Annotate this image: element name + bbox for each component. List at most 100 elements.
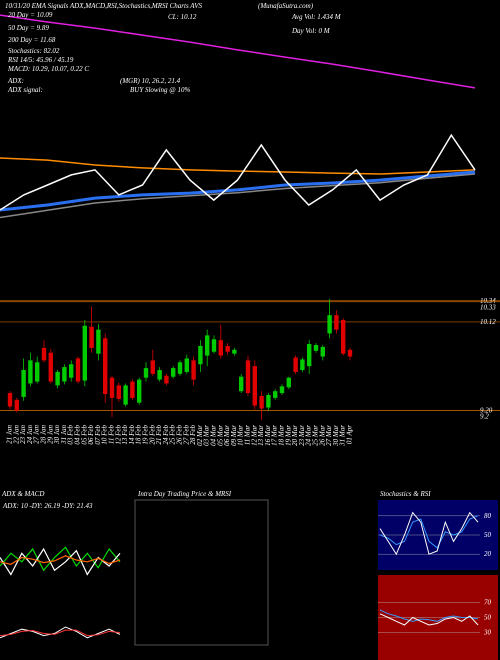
x-tick-label: 05 Feb [80, 425, 88, 445]
x-tick-label: 25 Feb [169, 425, 177, 445]
close: CL: 10.12 [168, 13, 197, 21]
candle-body [293, 357, 298, 372]
y-tick-label: 30 [483, 629, 492, 637]
x-tick-label: 05 Mar [216, 425, 224, 446]
x-tick-label: 30 Jan [53, 425, 61, 445]
y-tick-label: 70 [484, 599, 492, 607]
candle-body [164, 375, 169, 384]
x-tick-label: 19 Mar [284, 425, 292, 446]
ema: 50 Day = 9.89 [8, 24, 49, 32]
x-tick-label: 07 Feb [94, 425, 102, 445]
candle-body [89, 326, 94, 348]
candle-body [69, 364, 74, 378]
candle-body [62, 367, 67, 382]
candle-body [177, 362, 183, 374]
candle-body [198, 345, 203, 365]
x-tick-label: 26 Mar [318, 425, 326, 446]
candle-body [300, 359, 305, 370]
x-tick-label: 17 Mar [271, 425, 279, 446]
ema: 20 Day = 10.09 [8, 11, 53, 19]
candle-body [171, 368, 176, 377]
candle-body [232, 349, 237, 354]
x-tick-label: 27 Jan [33, 425, 41, 444]
y-tick-label: 9.2 [480, 412, 489, 420]
x-tick-label: 06 Feb [87, 425, 95, 445]
candle-body [286, 377, 291, 388]
candle-body [14, 399, 19, 411]
x-tick-label: 18 Mar [278, 425, 286, 446]
candle-body [184, 358, 189, 372]
x-tick-label: 13 Mar [257, 425, 265, 446]
x-tick-label: 21 Jan [6, 425, 14, 444]
panel-title: Stochastics & RSI [380, 490, 431, 498]
x-tick-label: 10 Mar [237, 425, 245, 446]
y-tick-label: 50 [484, 614, 492, 622]
adx-label: ADX: 10 -DY: 26.19 -DY: 21.43 [2, 502, 93, 510]
x-tick-label: 19 Feb [142, 425, 150, 445]
ema: 200 Day = 11.68 [8, 36, 56, 44]
x-tick-label: 23 Mar [298, 425, 306, 446]
avg-vol: Avg Vol: 1.434 M [291, 13, 342, 21]
x-tick-label: 29 Jan [46, 425, 54, 444]
series-line [379, 515, 479, 549]
candle-body [273, 391, 278, 398]
intraday-box [134, 499, 269, 646]
x-tick-label: 13 Feb [121, 425, 129, 445]
candle-body [103, 338, 108, 395]
y-tick-label: 10.33 [480, 304, 496, 312]
adx: ADX: [7, 77, 24, 85]
candle-body [239, 376, 244, 392]
candle-body [347, 349, 353, 357]
x-tick-label: 06 Mar [223, 425, 231, 446]
x-tick-label: 10 Feb [101, 425, 109, 445]
candle-body [137, 379, 142, 403]
candle-body [211, 339, 217, 352]
x-tick-label: 31 Jan [60, 425, 68, 445]
series-line [0, 157, 476, 175]
candle-body [218, 340, 223, 356]
x-tick-label: 11 Mar [244, 425, 252, 446]
series-line [0, 14, 476, 89]
x-tick-label: 21 Feb [155, 425, 163, 445]
series-line [0, 626, 121, 639]
x-tick-label: 28 Feb [189, 425, 197, 445]
x-tick-label: 09 Mar [230, 425, 238, 446]
x-tick-label: 01 Apr [346, 425, 354, 444]
x-tick-label: 27 Mar [325, 425, 333, 446]
candle-body [75, 358, 81, 382]
series-line [379, 613, 479, 626]
candle-body [157, 370, 162, 380]
site: (MunafaSutra.com) [258, 2, 314, 10]
x-tick-label: 31 Mar [339, 425, 347, 447]
stat: Stochastics: 82.02 [8, 47, 60, 55]
y-tick-label: 80 [484, 512, 492, 520]
series-line [0, 546, 121, 572]
panel-title: Intra Day Trading Price & MRSI [137, 490, 232, 498]
series-line [0, 629, 121, 637]
adx-values: (MGR) 10, 26.2, 21.4 [120, 77, 181, 85]
candle-body [55, 371, 60, 386]
candle-body [307, 344, 312, 367]
x-tick-label: 25 Mar [312, 425, 320, 446]
candle-body [82, 325, 87, 381]
x-tick-label: 24 Jan [26, 425, 34, 444]
candle-body [279, 386, 285, 394]
x-tick-label: 14 Feb [128, 425, 136, 445]
x-tick-label: 24 Mar [305, 425, 313, 446]
x-tick-label: 11 Feb [108, 425, 116, 445]
day-vol: Day Vol: 0 M [291, 27, 331, 35]
candle-body [116, 385, 121, 399]
x-tick-label: 18 Feb [135, 425, 143, 445]
candle-body [320, 346, 325, 357]
candle-body [334, 315, 339, 330]
x-tick-label: 26 Feb [176, 425, 184, 445]
x-tick-label: 02 Mar [196, 425, 204, 446]
panel-title: ADX & MACD [1, 490, 44, 498]
candle-body [191, 360, 196, 380]
candle-body [96, 329, 101, 354]
x-tick-label: 22 Jan [12, 425, 20, 444]
x-tick-label: 03 Mar [203, 425, 211, 446]
candle-body [259, 395, 264, 409]
candle-body [41, 347, 47, 361]
candle-body [143, 368, 149, 378]
